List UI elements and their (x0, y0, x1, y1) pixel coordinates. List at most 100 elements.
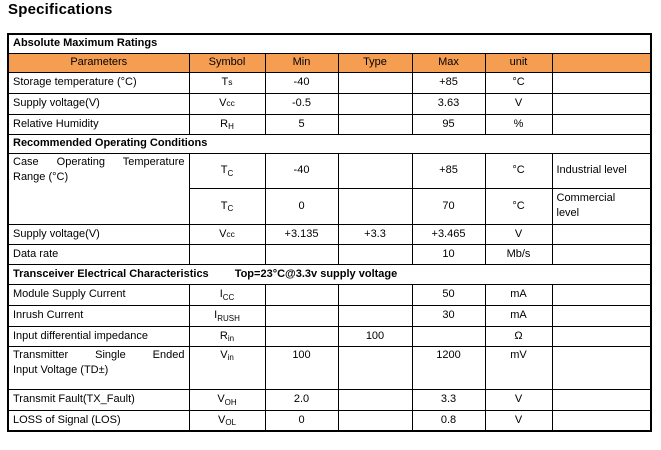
param-cell: Inrush Current (7, 304, 190, 327)
table-row: Supply voltage(V) Vcc +3.135 +3.3 +3.465 V (7, 223, 652, 245)
cell-text: V (514, 227, 523, 240)
cell-text: 95 (442, 117, 455, 130)
value-cell: 0 (264, 409, 339, 432)
table-row: Supply voltage(V) Vcc -0.5 3.63 V (7, 92, 652, 115)
cell-text: Mb/s (506, 247, 531, 260)
cell-text: °C (512, 199, 525, 212)
value-cell (337, 243, 413, 265)
column-header (551, 52, 652, 73)
cell-text: 0.8 (440, 413, 457, 426)
symbol-smalltext: cc (226, 228, 235, 239)
cell-text: 0 (298, 199, 305, 212)
section-title: Transceiver Electrical Characteristics (13, 267, 209, 280)
value-cell: % (484, 113, 553, 135)
column-header-row: Parameters Symbol Min Type Max unit (7, 52, 652, 73)
value-cell (264, 243, 339, 265)
param-cell: Data rate (7, 243, 190, 265)
value-cell: TC (188, 152, 266, 189)
cell-text: I (214, 309, 218, 321)
note-cell: Industrial level (551, 152, 652, 189)
value-cell (264, 283, 339, 306)
column-header: Symbol (188, 52, 266, 73)
value-cell: 2.0 (264, 388, 339, 411)
section-title: Recommended Operating Conditions (13, 137, 208, 149)
symbol-subscript: OL (225, 418, 236, 428)
column-header: Max (411, 52, 486, 73)
value-cell: 5 (264, 113, 339, 135)
value-cell: V (484, 92, 553, 115)
table-row: Relative Humidity RH 5 95% (7, 113, 652, 135)
value-cell: Mb/s (484, 243, 553, 265)
section-title-row: Recommended Operating Conditions (7, 133, 652, 154)
value-cell: VOH (188, 388, 266, 411)
cell-text: Supply voltage(V) (13, 97, 100, 109)
cell-text: V (220, 348, 228, 361)
cell-text: 1200 (436, 348, 461, 361)
table-row: Input differential impedance Rin 100 Ω (7, 325, 652, 347)
value-cell: mV (484, 345, 553, 390)
section-title-row: Transceiver Electrical Characteristics To… (7, 263, 652, 285)
value-cell: 95 (411, 113, 486, 135)
cell-text: V (514, 393, 523, 405)
value-cell (337, 409, 413, 432)
cell-text: Storage temperature (°C) (13, 76, 137, 88)
value-cell (337, 113, 413, 135)
value-cell: ICC (188, 283, 266, 306)
symbol-subscript: CC (222, 292, 235, 302)
cell-text: V (217, 413, 226, 426)
cell-text: R (219, 329, 228, 342)
value-cell: 50 (411, 283, 486, 306)
symbol-subscript: in (227, 353, 234, 362)
page-title: Specifications (8, 1, 113, 18)
note-cell (551, 409, 652, 432)
table-row: Case Operating Temperature Range (°C) TC -4… (7, 152, 652, 225)
section-title: Absolute Maximum Ratings (13, 37, 158, 50)
symbol-subscript: in (227, 334, 235, 343)
value-cell: 0.8 (411, 409, 486, 432)
value-cell: 0 (264, 187, 339, 225)
section-header: Absolute Maximum Ratings (7, 33, 652, 54)
cell-text: 70 (442, 199, 455, 212)
cell-text: T (221, 76, 229, 88)
table-row: Storage temperature (°C) Ts -40 +85 °C (7, 71, 652, 94)
cell-text: 3.63 (437, 97, 460, 109)
cell-text-line: Transmitter Single Ended (13, 348, 185, 361)
value-cell: Vcc (188, 92, 266, 115)
param-cell: Transmitter Single Ended Input Voltage (T… (7, 345, 190, 390)
cell-text: 3.3 (440, 393, 457, 405)
table-row: LOSS of Signal (LOS) VOL 0 0.8 V (7, 409, 652, 432)
cell-text-line: Case Operating Temperature (13, 155, 185, 168)
table-row: Transmit Fault(TX_Fault) VOH 2.0 3.3 V (7, 388, 652, 411)
note-cell (551, 388, 652, 411)
section-title-row: Absolute Maximum Ratings (7, 33, 652, 54)
param-cell: Module Supply Current (7, 283, 190, 306)
param-cell: Supply voltage(V) (7, 92, 190, 115)
cell-text: +85 (439, 76, 458, 88)
cell-text: Input differential impedance (13, 329, 148, 342)
cell-text: Transmit Fault(TX_Fault) (13, 393, 135, 405)
value-cell: 1200 (411, 345, 486, 390)
value-cell: 3.3 (411, 388, 486, 411)
value-cell: -40 (264, 152, 339, 189)
cell-text: 2.0 (293, 393, 310, 405)
value-cell (411, 325, 486, 347)
value-cell: °C (484, 187, 553, 225)
cell-text: mA (510, 288, 527, 300)
cell-text-line: Range (°C) (13, 170, 69, 183)
cell-text: mA (510, 309, 527, 321)
value-cell (337, 187, 413, 225)
value-cell (264, 304, 339, 327)
cell-text: Supply voltage(V) (13, 227, 100, 240)
value-cell: 10 (411, 243, 486, 265)
value-cell: Rin (188, 325, 266, 347)
cell-text: +3.3 (364, 227, 386, 240)
table-row: TC 0 70 °C Commercial level (8, 187, 652, 225)
cell-text: 100 (292, 348, 311, 361)
cell-text: 100 (365, 329, 385, 342)
cell-text: °C (512, 164, 525, 176)
cell-text-line: Commercial (556, 192, 616, 204)
param-cell: Relative Humidity (7, 113, 190, 135)
column-header: unit (484, 52, 553, 73)
value-cell: 70 (411, 187, 486, 225)
value-cell: mA (484, 283, 553, 306)
